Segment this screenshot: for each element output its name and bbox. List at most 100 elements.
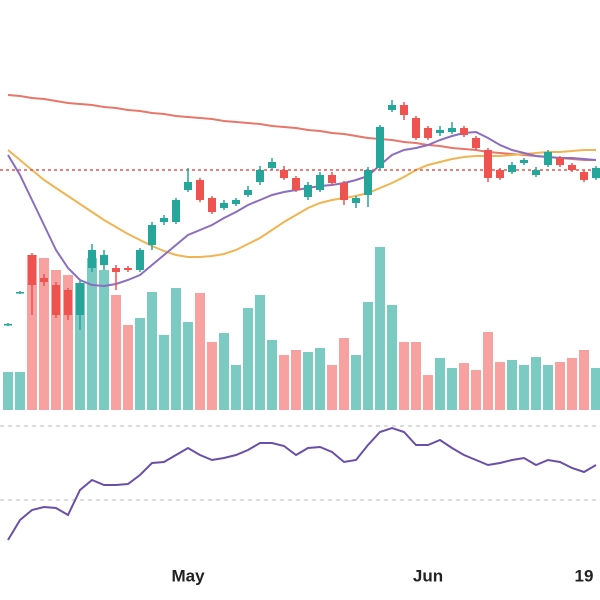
candle-body <box>28 255 36 285</box>
candle-body <box>472 138 480 148</box>
candle-body <box>160 218 168 222</box>
candle-body <box>352 198 360 203</box>
volume-bar <box>447 368 457 410</box>
volume-bar <box>591 368 600 410</box>
candle-body <box>496 170 504 178</box>
volume-bar <box>51 270 61 410</box>
candle-body <box>244 190 252 195</box>
candle-body <box>364 170 372 195</box>
volume-bar <box>303 352 313 410</box>
volume-bar <box>411 342 421 410</box>
volume-bar <box>87 258 97 410</box>
candle-body <box>544 152 552 165</box>
candle-body <box>436 130 444 133</box>
volume-bar <box>495 362 505 410</box>
x-tick-label: Jun <box>413 566 443 585</box>
candle-body <box>388 105 396 110</box>
volume-bar <box>39 258 49 410</box>
volume-bar <box>255 295 265 410</box>
volume-bar <box>531 357 541 410</box>
volume-bar <box>63 275 73 410</box>
volume-bar <box>231 365 241 410</box>
candle-body <box>508 165 516 172</box>
candle-body <box>304 185 312 197</box>
candle-body <box>484 150 492 178</box>
volume-bar <box>135 318 145 410</box>
candle-body <box>172 200 180 222</box>
volume-bar <box>339 338 349 410</box>
candle-body <box>448 128 456 132</box>
volume-bar <box>99 270 109 410</box>
candle-body <box>40 278 48 282</box>
volume-bar <box>123 325 133 410</box>
volume-bar <box>423 375 433 410</box>
candle-body <box>148 225 156 245</box>
volume-bar <box>459 363 469 410</box>
candle-body <box>580 172 588 180</box>
volume-bar <box>363 302 373 410</box>
rsi-line <box>7 426 597 541</box>
candle-body <box>232 200 240 204</box>
volume-bar <box>279 355 289 410</box>
candle-body <box>532 170 540 175</box>
candle-body <box>16 292 24 294</box>
candle-body <box>592 168 600 178</box>
volume-bar <box>267 340 277 410</box>
x-tick-label: May <box>171 566 205 585</box>
volume-bar <box>351 355 361 410</box>
candle-body <box>256 170 264 182</box>
volume-bar <box>387 305 397 410</box>
candle-body <box>208 198 216 212</box>
candle-body <box>220 203 228 208</box>
volume-bar <box>315 348 325 410</box>
volume-bar <box>519 365 529 410</box>
volume-bar <box>435 358 445 410</box>
candle-body <box>100 255 108 265</box>
volume-bar <box>243 308 253 410</box>
volume-bar <box>147 292 157 410</box>
volume-bar <box>15 372 25 410</box>
candle-body <box>268 162 276 168</box>
volume-bar <box>543 365 553 410</box>
candle-body <box>124 268 132 270</box>
candle-body <box>376 127 384 168</box>
volume-bar <box>75 283 85 410</box>
moving-average <box>7 149 596 258</box>
volume-bar <box>183 322 193 410</box>
candle-body <box>280 170 288 178</box>
candle-body <box>64 290 72 315</box>
volume-bar <box>567 358 577 410</box>
moving-average <box>7 130 597 288</box>
candle-body <box>292 178 300 190</box>
volume-bar <box>579 350 589 410</box>
candle-body <box>424 128 432 138</box>
volume-bar <box>159 335 169 410</box>
candle-body <box>4 324 12 326</box>
volume-bar <box>111 295 121 410</box>
volume-bar <box>219 333 229 410</box>
volume-bar <box>207 342 217 410</box>
volume-bar <box>171 288 181 410</box>
candle-body <box>136 250 144 270</box>
volume-bar <box>27 255 37 410</box>
candle-body <box>52 285 60 315</box>
candle-body <box>520 160 528 163</box>
volume-bar <box>483 332 493 410</box>
volume-bar <box>399 342 409 410</box>
candle-body <box>556 158 564 165</box>
volume-bar <box>375 247 385 410</box>
candle-body <box>88 250 96 268</box>
moving-average <box>7 94 596 161</box>
volume-bar <box>327 365 337 410</box>
candle-body <box>568 165 576 170</box>
volume-bar <box>471 370 481 410</box>
candle-body <box>184 182 192 190</box>
volume-bar <box>555 362 565 410</box>
x-tick-label: 19 <box>575 566 594 585</box>
candle-body <box>76 283 84 315</box>
volume-bar <box>507 360 517 410</box>
candle-body <box>340 183 348 200</box>
candle-body <box>400 105 408 115</box>
